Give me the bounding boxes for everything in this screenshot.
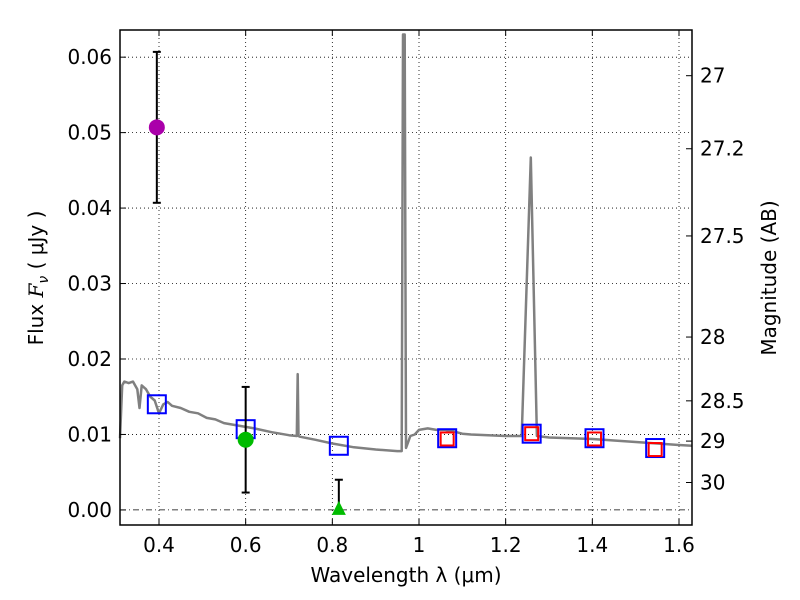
y-tick-label: 0.03 <box>67 272 112 296</box>
x-tick-label: 1.4 <box>576 533 608 557</box>
spectrum-line <box>118 33 693 453</box>
model-square <box>146 394 167 415</box>
model-square-inner <box>587 431 602 447</box>
y2-axis-label: Magnitude (AB) <box>757 200 781 355</box>
model-square-inner <box>524 426 540 442</box>
y-axis-label: Flux Fν ( μJy ) <box>24 211 52 346</box>
x-axis-label: Wavelength λ (μm) <box>310 563 501 587</box>
y2-tick-label: 27 <box>700 64 725 88</box>
ticks: 0.4 0.6 0.8 1 1.2 1.4 1.6 0.00 0.01 0.02 0.03 0.04 0… <box>67 30 745 557</box>
plot-frame <box>119 29 693 526</box>
y-tick-label: 0.05 <box>67 121 112 145</box>
y-tick-label: 0.06 <box>67 45 112 69</box>
y-tick-label: 0.01 <box>67 422 112 446</box>
y2-tick-label: 27.2 <box>700 137 745 161</box>
model-square-inner <box>647 442 663 458</box>
model-square <box>521 423 542 444</box>
x-tick-label: 1 <box>413 533 426 557</box>
model-square <box>584 428 605 449</box>
y2-tick-label: 29 <box>700 429 725 453</box>
y2-tick-label: 28.5 <box>700 389 745 413</box>
upper-limit-triangle <box>331 500 346 515</box>
model-square <box>437 428 458 449</box>
observed-point <box>237 431 254 448</box>
observed-point <box>148 119 165 136</box>
x-tick-label: 0.8 <box>316 533 348 557</box>
x-tick-label: 0.4 <box>143 533 175 557</box>
y2-tick-label: 27.5 <box>700 224 745 248</box>
marks <box>118 33 693 515</box>
y2-tick-label: 30 <box>700 471 725 495</box>
model-square-inner <box>439 431 455 447</box>
y-tick-label: 0.04 <box>67 196 112 220</box>
x-tick-label: 0.6 <box>230 533 262 557</box>
y-tick-label: 0.02 <box>67 347 112 371</box>
x-tick-label: 1.2 <box>490 533 522 557</box>
y-tick-label: 0.00 <box>67 498 112 522</box>
y2-tick-label: 28 <box>700 325 725 349</box>
model-square <box>328 435 349 456</box>
x-tick-label: 1.6 <box>663 533 695 557</box>
